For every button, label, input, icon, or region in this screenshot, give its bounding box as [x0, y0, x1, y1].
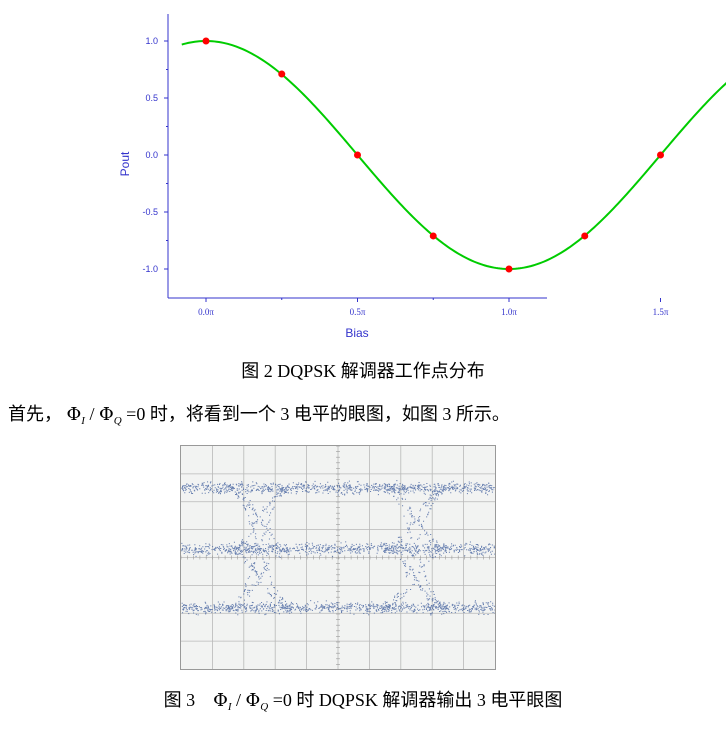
figure-3-caption: 图 3 ΦI / ΦQ =0 时 DQPSK 解调器输出 3 电平眼图: [0, 686, 726, 713]
fig3-prefix: 图 3: [163, 690, 214, 710]
operating-point: [278, 70, 286, 78]
x-tick-label: 1.5π: [653, 307, 669, 317]
para-suffix: =0 时，将看到一个 3 电平的眼图，如图 3 所示。: [121, 404, 510, 424]
slash: /: [231, 690, 246, 710]
y-tick-label: -0.5: [142, 207, 158, 217]
body-paragraph: 首先， ΦI / ΦQ =0 时，将看到一个 3 电平的眼图，如图 3 所示。: [8, 400, 510, 427]
slash: /: [84, 404, 99, 424]
operating-point: [354, 151, 361, 159]
eye-diagram: [180, 445, 496, 670]
operating-point: [202, 37, 210, 45]
operating-point: [505, 265, 513, 273]
operating-point: [429, 232, 437, 240]
operating-point: [657, 151, 664, 159]
eye-grid: [180, 445, 495, 669]
phi-i-symbol: Φ: [66, 404, 82, 425]
subscript-i: I: [227, 701, 232, 713]
x-axis-label: Bias: [345, 326, 368, 340]
y-tick-label: 0.5: [145, 93, 158, 103]
subscript-q: Q: [260, 701, 269, 713]
eye-traces: [181, 480, 496, 616]
eye-diagram-plot: [180, 445, 496, 669]
y-tick-label: -1.0: [142, 264, 158, 274]
phi-q-symbol: Φ: [245, 690, 261, 711]
eye-dot-cloud: [181, 480, 496, 616]
x-tick-label: 0.0π: [198, 307, 214, 317]
y-tick-label: 0.0: [145, 150, 158, 160]
cosine-curve: [181, 39, 726, 271]
para-prefix: 首先，: [8, 404, 62, 424]
x-tick-label: 1.0π: [501, 307, 517, 317]
x-ticks: 0.0π0.5π1.0π1.5π2.0π: [198, 298, 669, 317]
x-tick-label: 0.5π: [350, 307, 366, 317]
phi-q-symbol: Φ: [98, 404, 114, 425]
operating-point: [581, 232, 589, 240]
operating-point-chart: 1.00.50.0-0.5-1.0 0.0π0.5π1.0π1.5π2.0π B…: [118, 14, 726, 340]
phi-i-symbol: Φ: [213, 690, 228, 711]
fig3-suffix: =0 时 DQPSK 解调器输出 3 电平眼图: [268, 690, 563, 710]
y-ticks: 1.0 0.5 0.0 -0.5 -1.0: [142, 36, 168, 274]
figure-2-caption: 图 2 DQPSK 解调器工作点分布: [241, 361, 485, 381]
subscript-i: I: [81, 415, 85, 427]
operating-points: [202, 37, 664, 273]
y-tick-label: 1.0: [145, 36, 158, 46]
y-axis-label: Pout: [118, 151, 132, 176]
subscript-q: Q: [113, 415, 122, 427]
